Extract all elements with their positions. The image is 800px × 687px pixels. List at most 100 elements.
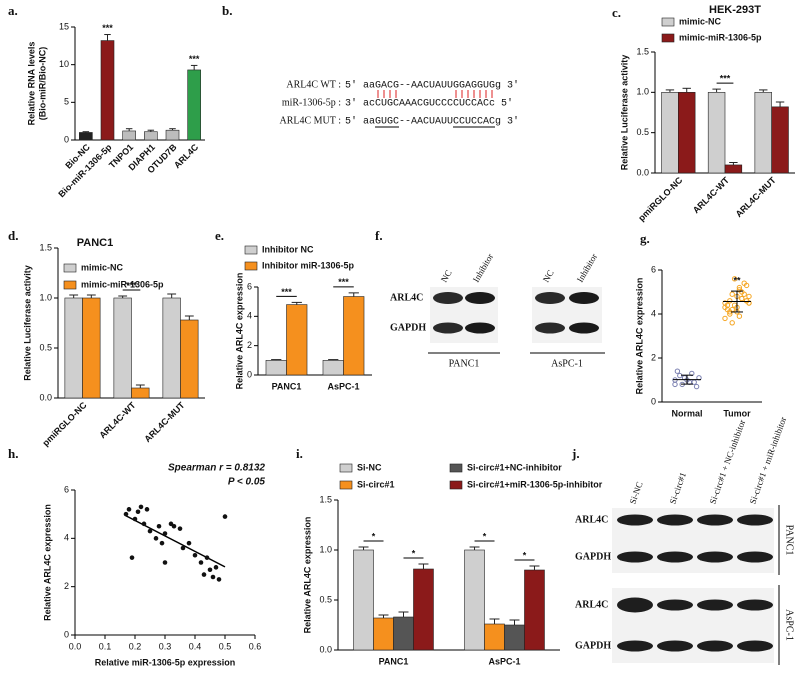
data-point	[213, 565, 219, 570]
y-tick-label: 0	[651, 396, 656, 406]
data-point	[135, 509, 141, 515]
sequence: 3' acCUGCAAACGUCCCCUCCACc 5'	[345, 98, 513, 110]
blot-band	[737, 551, 773, 563]
significance: *	[523, 550, 527, 560]
group-label: PANC1	[449, 358, 480, 369]
bar	[113, 297, 132, 399]
lane-label: Si-circ#1 + miR-inhibitor	[747, 415, 788, 505]
data-point	[741, 280, 747, 286]
blot-band	[433, 292, 463, 304]
y-axis-label: Relative ARL4C expression	[634, 278, 644, 395]
data-point	[741, 291, 747, 297]
x-tick-label: ARL4C-MUT	[734, 175, 779, 220]
group-label: PANC1	[784, 525, 795, 556]
regression-line	[125, 515, 226, 568]
data-point	[132, 516, 138, 522]
bar	[504, 624, 525, 651]
data-point	[162, 560, 168, 565]
x-tick-label: 0.6	[249, 641, 262, 651]
blot-band	[433, 322, 463, 334]
legend-label: Inhibitor NC	[262, 244, 314, 254]
x-tick-label: ARL4C-WT	[97, 400, 138, 441]
legend-swatch	[449, 463, 463, 473]
data-point	[204, 555, 210, 560]
x-tick-label: 0.3	[159, 641, 172, 651]
x-tick-label: 0.1	[99, 641, 112, 651]
bar	[100, 40, 115, 141]
annotation: P < 0.05	[228, 477, 266, 488]
panel-label: c.	[612, 5, 621, 20]
y-tick-label: 0.0	[319, 644, 332, 654]
y-tick-label: 4	[651, 308, 656, 318]
data-point	[123, 511, 129, 517]
data-point	[727, 311, 733, 317]
y-tick-label: 1.5	[636, 46, 649, 56]
y-tick-label: 0	[247, 369, 252, 379]
data-point	[186, 540, 192, 546]
data-point	[198, 560, 204, 565]
x-tick-label: pmiRGLO-NC	[41, 400, 89, 448]
blot-band	[617, 640, 653, 652]
blot-band	[657, 640, 693, 652]
blot-band	[535, 292, 565, 304]
significance: *	[483, 531, 487, 541]
bar	[286, 304, 308, 376]
data-point	[727, 298, 733, 304]
data-point	[144, 507, 150, 512]
data-point	[192, 552, 198, 558]
significance: *	[412, 548, 416, 558]
x-tick-label: PANC1	[272, 381, 302, 391]
blot-band	[697, 599, 733, 611]
bar	[180, 319, 199, 399]
data-point	[736, 284, 743, 291]
blot-band	[697, 640, 733, 652]
group-label: AsPC-1	[784, 609, 795, 641]
chart-title: HEK-293T	[709, 4, 761, 16]
panel-label: i.	[296, 446, 303, 461]
y-tick-label: 2	[247, 340, 252, 350]
data-point	[216, 577, 222, 582]
blot-band	[737, 599, 773, 611]
panel-label: b.	[222, 3, 232, 18]
y-axis-label: (Bio-miR/Bio-NC)	[37, 47, 47, 121]
legend-label: mimic-miR-1306-5p	[81, 279, 164, 289]
legend-swatch	[244, 261, 258, 271]
data-point	[126, 507, 132, 512]
sequence: 5' aaGACG--AACUAUUGGAGGUGg 3'	[345, 80, 519, 92]
y-tick-label: 5	[64, 97, 69, 107]
legend-label: mimic-NC	[679, 16, 722, 26]
blot-band	[617, 514, 653, 526]
bar	[484, 623, 505, 651]
y-tick-label: 6	[651, 264, 656, 274]
legend-label: mimic-NC	[81, 262, 124, 272]
y-axis-label: Relative Luciferase activity	[22, 265, 32, 381]
y-tick-label: 1.0	[39, 292, 52, 302]
chart-title: PANC1	[77, 237, 113, 249]
data-point	[153, 536, 159, 541]
row-label: ARL4C	[575, 514, 608, 525]
significance: ***	[189, 54, 200, 64]
sequence-name: miR-1306-5p :	[282, 97, 341, 108]
blot-band	[535, 322, 565, 334]
legend-label: Si-circ#1+miR-1306-5p-inhibitor	[467, 479, 603, 489]
bar	[122, 130, 136, 141]
data-point	[674, 368, 681, 374]
bar	[373, 617, 394, 651]
blot-band	[465, 292, 495, 304]
x-tick-label: ARL4C-WT	[691, 175, 732, 216]
data-point	[746, 293, 752, 300]
y-axis-label: Relative ARL4C expression	[42, 504, 52, 621]
panel-label: g.	[640, 231, 650, 246]
significance: *	[372, 531, 376, 541]
data-point	[141, 521, 147, 527]
y-axis-label: Relative Luciferase activity	[619, 55, 629, 171]
bar	[187, 69, 201, 141]
y-tick-label: 1.0	[319, 544, 332, 554]
lane-label: Inhibitor	[575, 252, 599, 284]
y-tick-label: 2	[651, 352, 656, 362]
y-tick-label: 0.0	[636, 167, 649, 177]
data-point	[129, 555, 135, 560]
significance: ***	[281, 287, 292, 297]
y-tick-label: 1.0	[636, 87, 649, 97]
